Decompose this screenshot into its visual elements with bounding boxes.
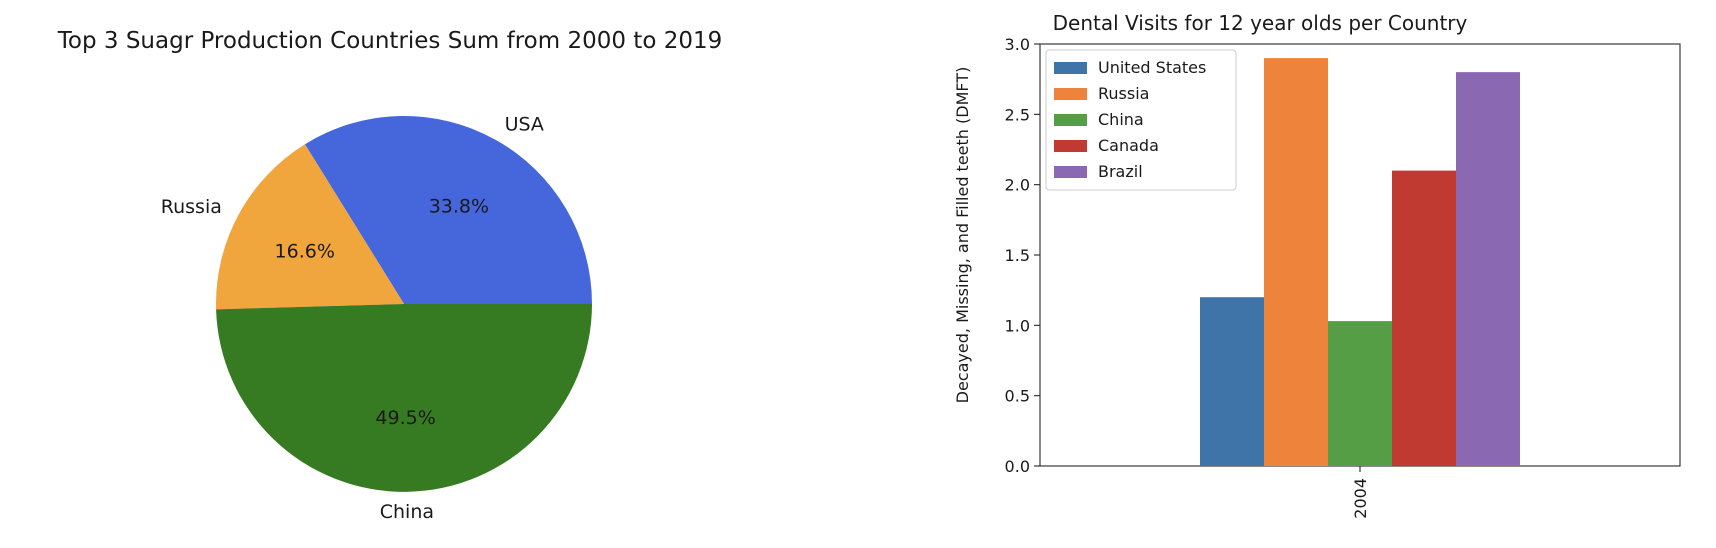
legend-swatch-brazil (1054, 166, 1087, 178)
legend-label-china: China (1098, 110, 1144, 129)
bar-chart-bars (1200, 58, 1520, 466)
y-tick-label: 0.0 (1005, 457, 1030, 476)
bar-china (1328, 321, 1392, 466)
y-tick-label: 1.5 (1005, 246, 1030, 265)
y-tick-label: 2.0 (1005, 176, 1030, 195)
pie-percent-label-russia: 16.6% (275, 241, 335, 263)
legend-label-russia: Russia (1098, 84, 1149, 103)
pie-slice-label-usa: USA (505, 113, 544, 135)
bar-russia (1264, 58, 1328, 466)
bar-brazil (1456, 72, 1520, 466)
pie-labels: 33.8% USA 16.6% Russia 49.5% China (161, 113, 544, 523)
legend-label-canada: Canada (1098, 136, 1159, 155)
y-tick-label: 3.0 (1005, 35, 1030, 54)
y-tick-label: 2.5 (1005, 105, 1030, 124)
pie-slice-russia (216, 144, 404, 310)
pie-chart-title: Top 3 Suagr Production Countries Sum fro… (57, 28, 722, 54)
legend-box (1045, 49, 1237, 191)
legend-swatch-china (1054, 114, 1087, 126)
x-tick-label: 2004 (1351, 478, 1370, 519)
pie-slice-china (216, 304, 592, 492)
legend-label-brazil: Brazil (1098, 162, 1143, 181)
pie-slice-usa (304, 115, 592, 304)
legend-swatch-russia (1054, 88, 1087, 100)
bar-chart-title: Dental Visits for 12 year olds per Count… (1053, 11, 1468, 35)
y-tick-label: 1.0 (1005, 316, 1030, 335)
pie-percent-label-usa: 33.8% (429, 195, 489, 217)
legend-swatch-united-states (1054, 62, 1087, 74)
legend-swatch-canada (1054, 140, 1087, 152)
bar-chart-legend: United States Russia China Canada Brazil (1045, 49, 1237, 191)
y-tick-label: 0.5 (1005, 387, 1030, 406)
bar-united-states (1200, 297, 1264, 466)
bar-chart-axes: 0.0 0.5 1.0 1.5 2.0 2.5 3.0 2004 (1005, 35, 1681, 519)
pie-slice-label-russia: Russia (161, 196, 222, 218)
bar-chart-y-axis-label: Decayed, Missing, and Filled teeth (DMFT… (953, 67, 972, 404)
pie-chart: Top 3 Suagr Production Countries Sum fro… (57, 28, 722, 523)
bar-canada (1392, 170, 1456, 466)
pie-slice-label-china: China (380, 501, 434, 523)
pie-percent-label-china: 49.5% (375, 407, 435, 429)
legend-label-united-states: United States (1098, 58, 1206, 77)
pie-slices (216, 115, 592, 492)
bar-chart: Dental Visits for 12 year olds per Count… (953, 11, 1681, 519)
